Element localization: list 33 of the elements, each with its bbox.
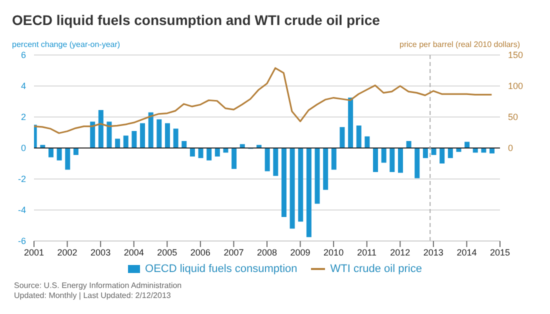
x-tick-label: 2003 [90,247,111,258]
y2-tick-label: 0 [508,143,514,154]
x-tick-label: 2010 [324,247,344,258]
x-tick-label: 2002 [57,247,78,258]
source-note: Source: U.S. Energy Information Administration [14,281,183,291]
y-tick-label: 0 [20,143,26,154]
legend-label: WTI crude oil price [329,263,422,275]
y2-tick-label: 50 [508,112,518,122]
y-tick-label: -2 [18,174,26,184]
x-tick-label: 2001 [24,247,44,258]
x-tick-label: 2014 [456,247,477,258]
y2-axis-title: price per barrel (real 2010 dollars) [400,40,520,49]
x-tick-label: 2006 [190,247,210,258]
x-tick-label: 2013 [423,247,444,258]
x-tick-label: 2004 [124,247,144,258]
x-tick-label: 2008 [256,247,278,258]
y-tick-label: -4 [18,205,26,216]
x-tick-label: 2005 [157,247,178,258]
x-tick-label: 2009 [290,247,310,258]
y-tick-label: 6 [20,50,26,60]
y-tick-label: 2 [20,112,26,122]
y-axis-title: percent change (year-on-year) [12,40,120,49]
x-tick-label: 2012 [390,247,410,258]
y2-tick-label: 150 [508,50,524,60]
x-tick-label: 2007 [224,247,244,258]
x-tick-label: 2011 [357,247,377,258]
y2-tick-label: 100 [508,81,524,92]
chart-title: OECD liquid fuels consumption and WTI crude oil price [11,11,381,28]
text: Updated: Monthly | Last Updated: 2/12/2013 [14,291,172,301]
y-tick-label: -6 [18,236,26,246]
x-tick-label: 2015 [490,247,510,258]
y-tick-label: 4 [20,81,26,92]
legend-label: OECD liquid fuels consumption [144,263,298,275]
